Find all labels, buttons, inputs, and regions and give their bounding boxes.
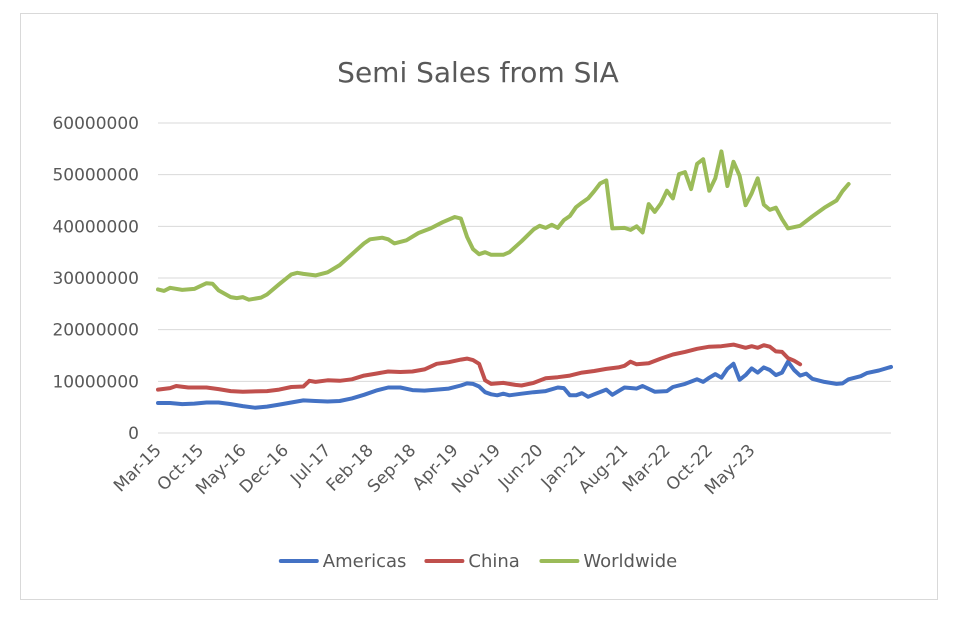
line-chart: Semi Sales from SIA 0 10000000 20000000 300… <box>52 56 893 572</box>
x-tick-label: Jun-20 <box>494 441 547 494</box>
legend-label-china: China <box>468 551 519 572</box>
x-tick-label: Sep-18 <box>364 441 420 497</box>
y-tick-label: 60000000 <box>52 114 139 134</box>
series-lines <box>156 149 893 410</box>
y-tick-label: 10000000 <box>52 372 139 392</box>
y-tick-label: 20000000 <box>52 321 139 341</box>
series-line-americas <box>156 359 893 410</box>
x-tick-label: Mar-15 <box>110 441 166 497</box>
y-tick-label: 30000000 <box>52 269 139 289</box>
x-axis-ticks: Mar-15Oct-15May-16Dec-16Jul-17Feb-18Sep-… <box>110 441 759 499</box>
series-line-worldwide <box>156 149 851 302</box>
y-axis-ticks: 0 10000000 20000000 30000000 40000000 5000000… <box>52 114 139 444</box>
x-tick-label: Mar-22 <box>619 441 675 497</box>
legend-label-americas: Americas <box>323 551 407 572</box>
y-tick-label: 40000000 <box>52 217 139 237</box>
gridlines <box>158 122 891 434</box>
legend-label-worldwide: Worldwide <box>583 551 677 572</box>
series-line-china <box>156 342 803 394</box>
chart-title: Semi Sales from SIA <box>337 56 619 89</box>
y-tick-label: 50000000 <box>52 166 139 186</box>
chart-frame: Semi Sales from SIA 0 10000000 20000000 300… <box>20 13 938 600</box>
legend: Americas China Worldwide <box>278 551 677 572</box>
y-tick-label: 0 <box>128 424 139 444</box>
